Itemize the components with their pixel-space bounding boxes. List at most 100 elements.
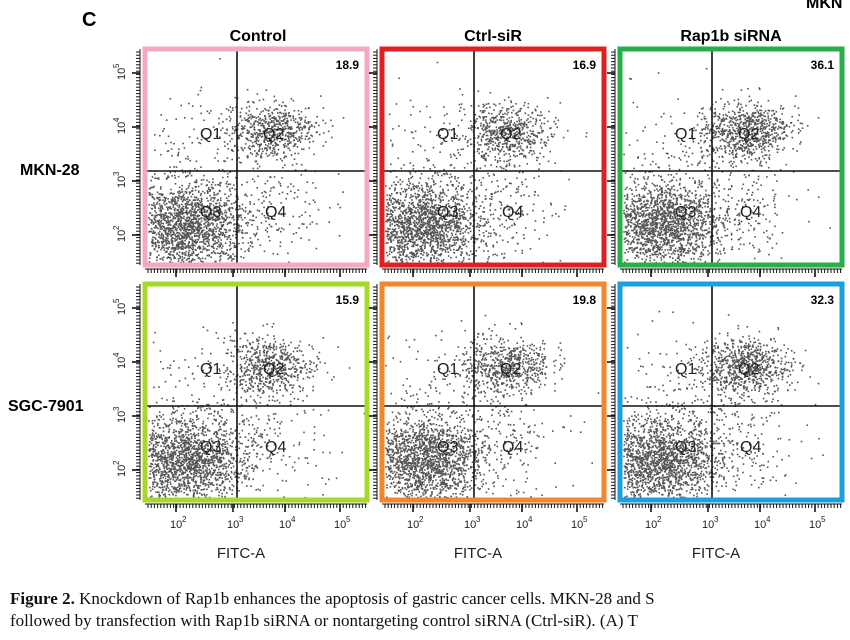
data-point [271,152,274,154]
data-point [177,248,179,250]
data-point [455,236,457,239]
data-point [216,209,219,211]
data-point [268,132,270,135]
data-point [193,216,195,219]
data-point [202,236,204,239]
quadrant-label-q4: Q4 [265,204,286,221]
data-point [458,139,460,141]
data-point [523,237,525,240]
data-point [433,204,436,207]
data-point [529,248,532,250]
data-point [445,230,447,232]
data-point [309,223,311,225]
data-point [452,215,454,217]
data-point [230,111,232,113]
y-tick-base: 10 [116,68,128,80]
data-point [204,209,206,212]
data-point [173,174,176,177]
data-point [190,244,193,247]
data-point [492,144,494,146]
data-point [247,242,250,244]
data-point [394,216,397,218]
data-point [392,231,395,233]
data-point [258,146,261,148]
data-point [197,247,199,249]
data-point [396,260,399,262]
data-point [248,250,250,252]
data-point [165,247,168,249]
data-point [148,192,151,194]
data-point [406,228,408,230]
data-point [197,209,199,211]
data-point [514,166,516,168]
data-point [423,206,426,209]
data-point [420,240,422,243]
data-point [170,229,173,232]
data-point [247,132,250,134]
data-point [263,132,266,135]
data-point [244,194,246,196]
data-point [403,204,405,206]
data-point [238,216,240,218]
data-point [276,135,279,137]
data-point [479,220,482,222]
data-point [331,125,334,127]
data-point [160,214,163,216]
data-point [420,256,422,259]
data-point [286,125,289,127]
data-point [195,254,197,256]
data-point [198,232,200,234]
data-point [257,153,259,156]
data-point [191,187,194,190]
data-point [175,196,177,198]
data-point [263,126,265,129]
data-point [264,148,266,150]
column-title-ctrl-sir: Ctrl-siR [464,28,522,45]
data-point [233,218,235,221]
data-point [270,139,272,141]
data-point [181,188,183,190]
data-point [183,147,186,149]
data-point [449,164,452,167]
data-point [212,233,214,235]
data-point [433,225,436,227]
data-point [413,225,416,227]
data-point [190,195,193,198]
data-point [394,209,396,212]
data-point [453,212,455,214]
data-point [209,194,211,197]
data-point [446,221,448,223]
data-point [459,215,461,217]
data-point [226,180,228,183]
data-point [244,232,247,234]
data-point [189,171,191,173]
data-point [280,202,282,204]
data-point [490,196,493,198]
data-point [149,187,152,189]
data-point [402,254,404,256]
data-point [219,182,221,184]
data-point [495,191,497,193]
data-point [255,140,257,143]
data-point [467,145,469,147]
data-point [250,194,253,196]
data-point [268,115,270,118]
data-point [390,163,392,166]
data-point [250,113,252,116]
data-point [312,182,314,184]
data-point [248,130,250,132]
data-point [442,223,444,226]
data-point [234,255,236,258]
data-point [205,226,208,229]
data-point [493,136,496,139]
data-point [235,230,237,233]
data-point [268,236,270,238]
data-point [255,233,257,236]
data-point [461,243,464,246]
data-point [214,227,217,230]
data-point [213,219,216,221]
data-point [156,201,159,204]
data-point [158,254,160,256]
data-point [218,202,221,205]
data-point [264,136,266,139]
